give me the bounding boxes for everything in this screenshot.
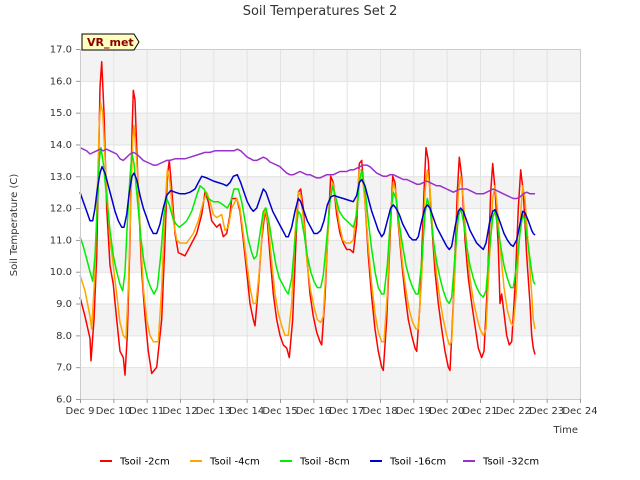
y-tick-label: 14.0 <box>50 140 72 151</box>
y-tick-label: 15.0 <box>50 108 72 119</box>
x-tick-label: Dec 15 <box>262 406 297 417</box>
chart-title: Soil Temperatures Set 2 <box>243 4 398 19</box>
x-axis-title: Time <box>553 425 578 436</box>
y-tick-label: 13.0 <box>50 172 72 183</box>
x-tick-label: Dec 10 <box>96 406 131 417</box>
vr-met-tag: VR_met <box>81 33 140 51</box>
legend-label: Tsoil -8cm <box>299 457 350 468</box>
background-band <box>80 367 580 399</box>
x-tick-label: Dec 13 <box>196 406 231 417</box>
legend-label: Tsoil -16cm <box>389 457 446 468</box>
y-tick-label: 10.0 <box>50 267 72 278</box>
legend-item: Tsoil -2cm <box>100 457 170 468</box>
x-tick-label: Dec 18 <box>362 406 397 417</box>
legend-item: Tsoil -4cm <box>190 457 260 468</box>
legend: Tsoil -2cm Tsoil -4cm Tsoil -8cm Tsoil -16c… <box>100 457 539 468</box>
y-tick-label: 8.0 <box>56 331 72 342</box>
legend-item: Tsoil -32cm <box>463 457 539 468</box>
background-bands <box>80 49 580 399</box>
y-tick-label: 7.0 <box>56 363 72 374</box>
x-tick-label: Dec 19 <box>396 406 431 417</box>
background-band <box>80 335 580 368</box>
series-line-tsoil-8cm <box>79 146 536 305</box>
y-tick-label: 12.0 <box>50 204 72 215</box>
x-tick-label: Dec 23 <box>529 406 564 417</box>
legend-item: Tsoil -16cm <box>370 457 446 468</box>
x-tick-label: Dec 12 <box>162 406 197 417</box>
background-band <box>80 49 580 81</box>
background-band <box>80 144 580 177</box>
plot-frame <box>80 49 581 400</box>
x-tick-label: Dec 16 <box>296 406 331 417</box>
y-tick-label: 6.0 <box>56 395 72 406</box>
legend-label: Tsoil -32cm <box>482 457 539 468</box>
background-band <box>80 112 580 145</box>
x-tick-label: Dec 24 <box>562 406 597 417</box>
series-line-tsoil-16cm <box>79 165 536 251</box>
series-layer <box>79 60 536 376</box>
x-tick-label: Dec 20 <box>429 406 464 417</box>
series-line-tsoil-2cm <box>79 60 536 376</box>
y-tick-label: 9.0 <box>56 299 72 310</box>
y-axis-ticks: 6.0 7.0 8.0 9.0 10.0 11.0 12.0 13.0 14.0 15.0 16.0… <box>50 45 80 406</box>
background-band <box>80 80 580 113</box>
y-tick-label: 11.0 <box>50 235 72 246</box>
x-tick-label: Dec 11 <box>129 406 164 417</box>
x-tick-label: Dec 21 <box>462 406 497 417</box>
legend-label: Tsoil -2cm <box>119 457 170 468</box>
x-tick-label: Dec 17 <box>329 406 364 417</box>
series-line-tsoil-32cm <box>79 146 535 200</box>
y-tick-label: 17.0 <box>50 45 72 56</box>
legend-item: Tsoil -8cm <box>280 457 350 468</box>
x-tick-label: Dec 14 <box>229 406 264 417</box>
y-axis-title: Soil Temperature (C) <box>9 174 20 277</box>
background-band <box>80 303 580 336</box>
legend-label: Tsoil -4cm <box>209 457 260 468</box>
vr-met-tag-label: VR_met <box>87 36 134 49</box>
x-tick-label: Dec 9 <box>66 406 95 417</box>
y-tick-label: 16.0 <box>50 76 72 87</box>
x-tick-label: Dec 22 <box>496 406 531 417</box>
